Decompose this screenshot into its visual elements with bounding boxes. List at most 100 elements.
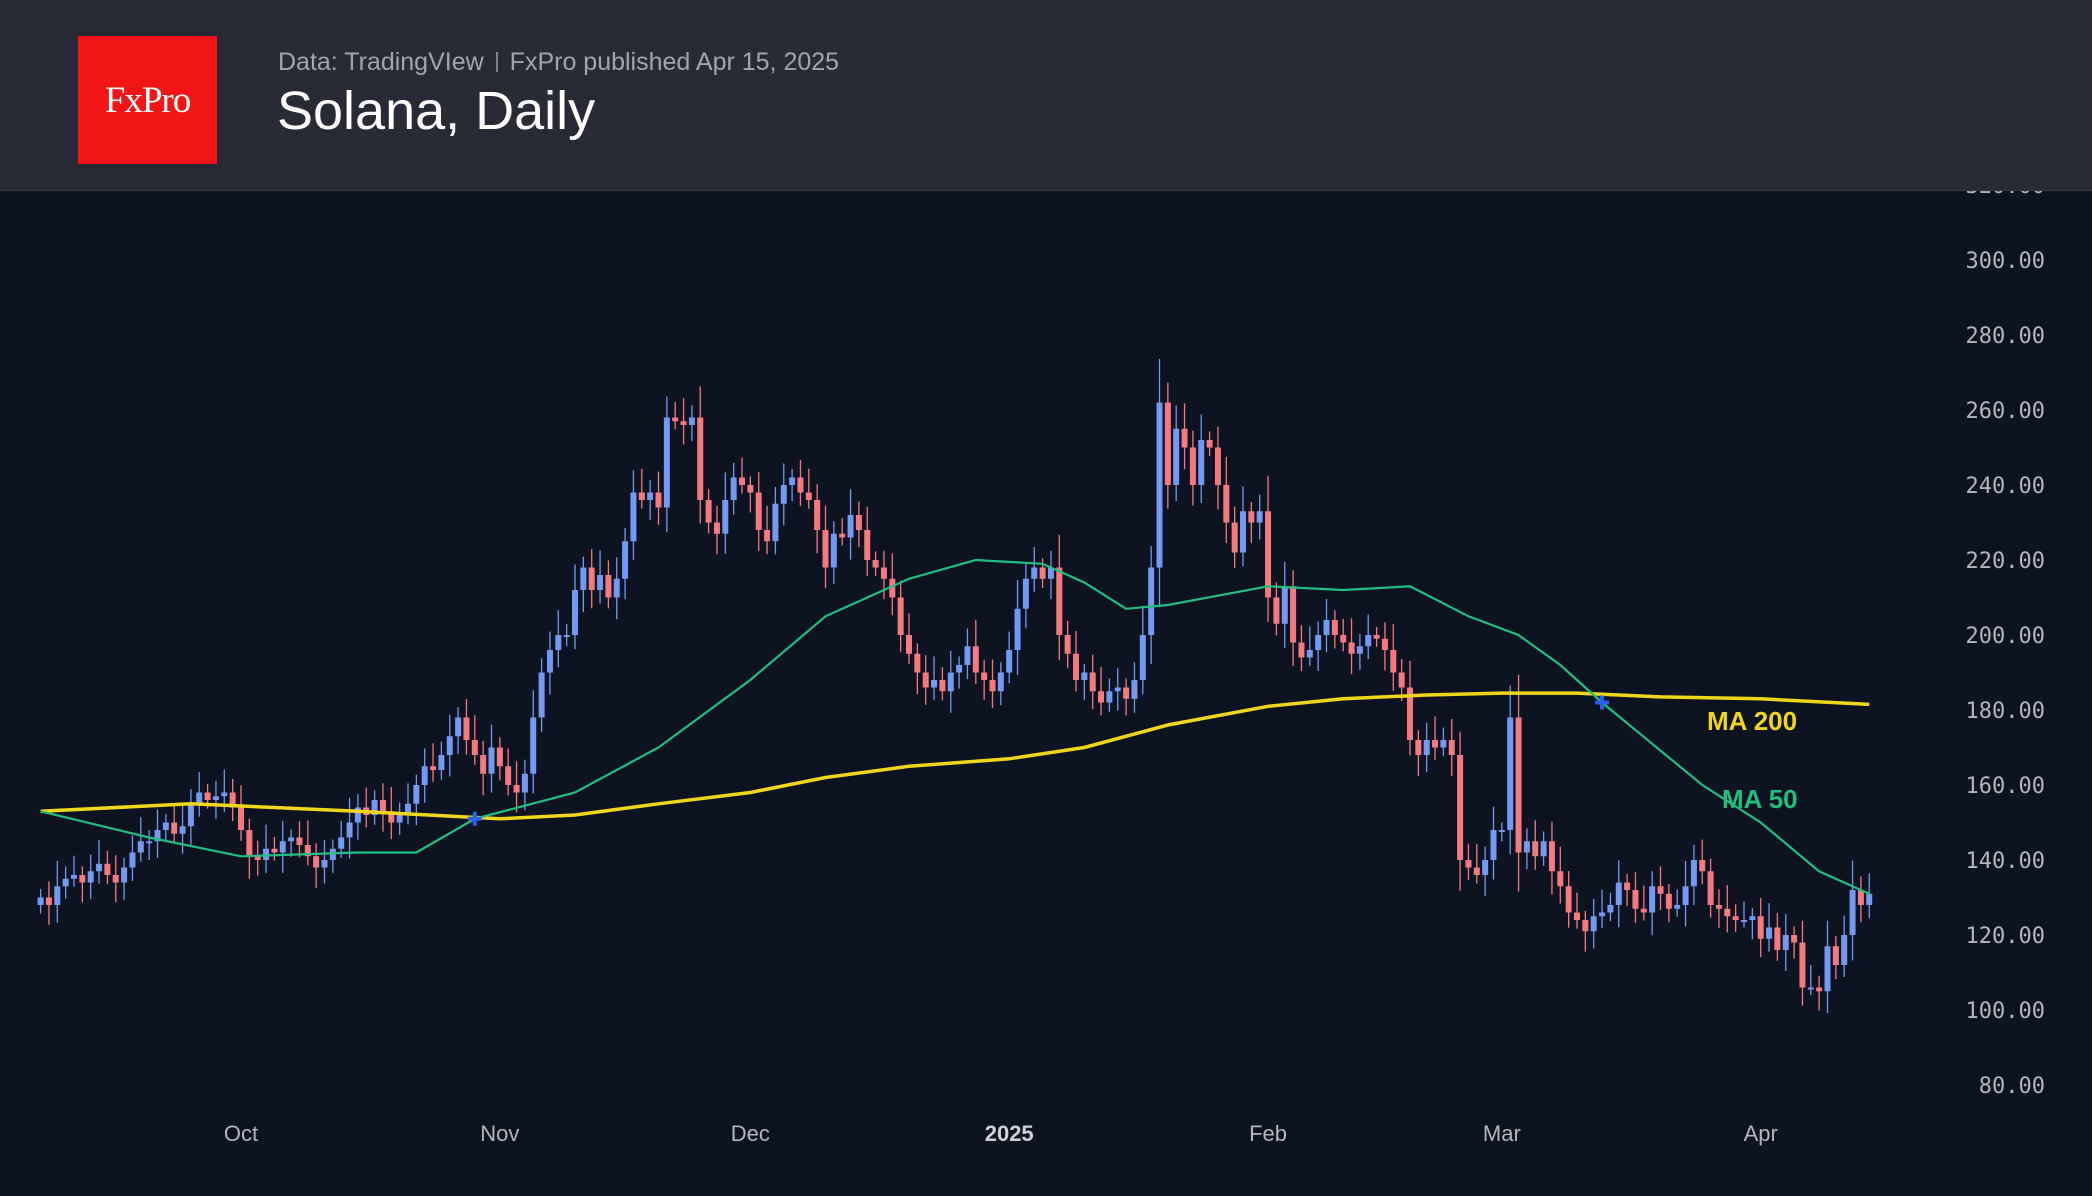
candle-body <box>906 635 912 654</box>
candle-body <box>1557 871 1564 887</box>
candle-body <box>304 845 311 857</box>
candle <box>588 549 595 609</box>
candle <box>62 866 69 899</box>
candle <box>1240 486 1246 567</box>
candle-body <box>238 807 244 830</box>
candle-body <box>1507 717 1514 830</box>
candle <box>254 840 261 876</box>
candle-body <box>1407 687 1413 740</box>
header: FxPro Data: TradingVIew FxPro published A… <box>0 0 2092 191</box>
candle-body <box>488 747 495 774</box>
candle-body <box>1381 638 1388 650</box>
candle-body <box>1841 935 1848 965</box>
candle-body <box>1306 650 1313 658</box>
candle-body <box>847 515 854 538</box>
candle-body <box>1523 841 1530 853</box>
candle <box>897 580 904 652</box>
candle-body <box>647 492 654 500</box>
candle <box>37 888 44 914</box>
candle-body <box>638 492 645 500</box>
candle-body <box>713 522 720 534</box>
candle <box>1707 858 1714 918</box>
candle <box>1690 844 1697 906</box>
candle <box>505 748 512 796</box>
candle-body <box>1131 680 1138 699</box>
candle-body <box>1724 908 1731 917</box>
candle <box>1732 904 1739 932</box>
candle <box>54 860 61 923</box>
candle-body <box>1098 691 1105 703</box>
y-tick-label: 200.00 <box>1966 624 2045 649</box>
candle-body <box>1281 586 1288 624</box>
candle <box>521 759 528 811</box>
candle-body <box>563 635 570 637</box>
candle-body <box>989 680 996 692</box>
candle <box>964 628 971 680</box>
candle-body <box>62 878 69 887</box>
candle <box>1574 892 1580 929</box>
candle <box>1799 920 1806 1006</box>
candle-body <box>1432 740 1439 748</box>
candle-body <box>1599 912 1606 917</box>
candle-body <box>313 856 320 868</box>
candle-body <box>597 575 604 590</box>
candle-body <box>1473 867 1480 875</box>
candle <box>1615 860 1622 928</box>
candle-body <box>1031 567 1038 579</box>
candle-body <box>1089 672 1096 692</box>
candle-body <box>1273 597 1280 624</box>
published-date: FxPro published Apr 15, 2025 <box>509 48 840 76</box>
candle <box>1841 915 1848 977</box>
candle-body <box>1423 740 1430 755</box>
candle <box>455 707 462 755</box>
candle <box>1265 475 1272 622</box>
candle-body <box>321 860 328 868</box>
candle-body <box>221 792 228 797</box>
candle <box>1356 633 1363 670</box>
candle-body <box>1265 511 1272 598</box>
candle-body <box>1348 642 1355 654</box>
candle-body <box>1331 620 1338 635</box>
candle-body <box>546 650 553 673</box>
candle <box>1665 884 1672 923</box>
candle <box>780 463 787 526</box>
candle <box>1457 731 1464 891</box>
candle <box>1607 892 1614 922</box>
candle <box>1198 414 1205 503</box>
candle-body <box>1039 567 1046 579</box>
candle <box>1398 659 1405 701</box>
candle-body <box>1123 687 1130 699</box>
candle-body <box>1849 890 1856 935</box>
candle <box>1156 359 1163 608</box>
candle <box>764 505 771 555</box>
y-tick-label: 300.00 <box>1966 249 2045 274</box>
candle <box>805 468 812 509</box>
candle-body <box>371 800 378 815</box>
candle-body <box>1590 916 1597 932</box>
candle-body <box>1315 635 1322 650</box>
candle-body <box>1173 428 1180 485</box>
candle-body <box>179 826 186 834</box>
candle-body <box>964 646 971 665</box>
candle <box>1064 620 1071 668</box>
candle-body <box>1857 890 1864 905</box>
candle <box>396 802 403 835</box>
candle <box>1432 716 1439 760</box>
candle-body <box>939 680 946 692</box>
candle <box>1365 614 1372 660</box>
candle-body <box>889 578 896 598</box>
candle <box>1582 910 1589 952</box>
candle <box>1381 622 1388 671</box>
candle-body <box>413 785 420 804</box>
candle-body <box>1540 841 1547 857</box>
candle <box>1148 546 1155 664</box>
candle <box>1640 885 1647 921</box>
candle <box>1791 926 1798 959</box>
candle-body <box>588 567 595 590</box>
x-tick-label: Feb <box>1249 1121 1287 1146</box>
x-tick-label: Dec <box>731 1121 770 1146</box>
candle <box>530 690 537 794</box>
candle <box>1482 846 1489 896</box>
candle <box>288 829 295 857</box>
candle-body <box>79 875 86 883</box>
